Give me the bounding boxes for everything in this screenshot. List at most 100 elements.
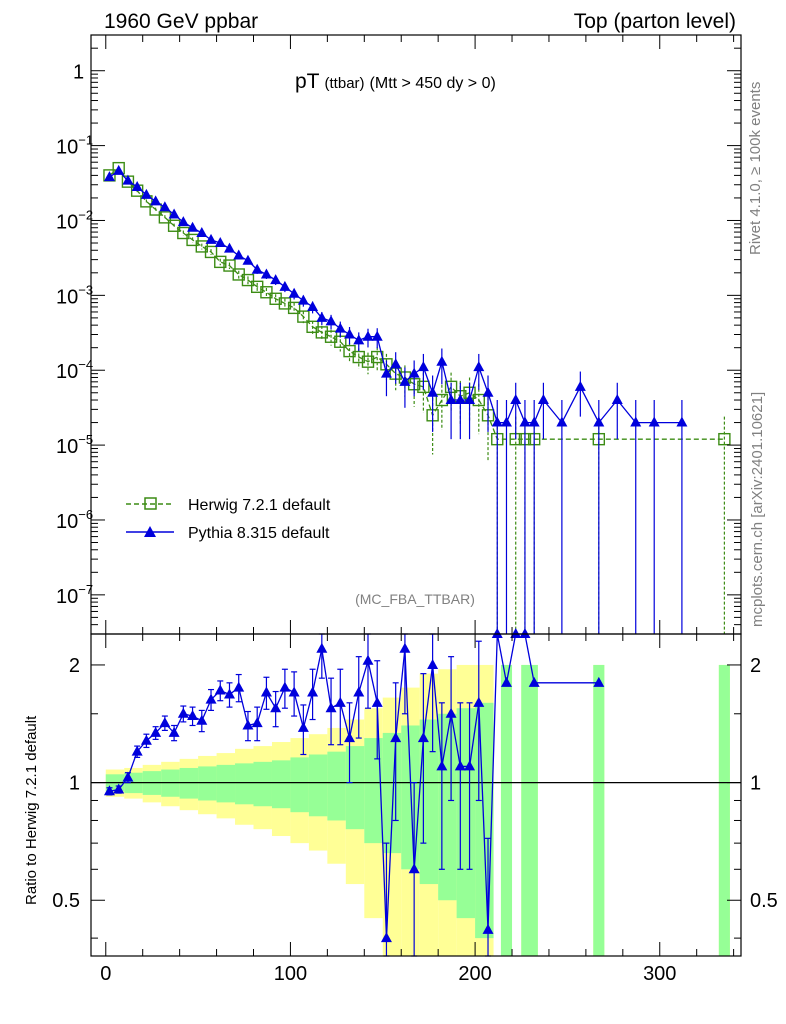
pythia-point-47 xyxy=(537,394,549,405)
herwig-point-11 xyxy=(204,245,218,259)
pythia-point-14 xyxy=(233,249,245,260)
rivet-version: Rivet 4.1.0, ≥ 100k events xyxy=(747,82,764,255)
ratio-pythia-point-14 xyxy=(233,681,245,692)
legend-pythia-label: Pythia 8.315 default xyxy=(188,525,330,542)
pythia-point-23 xyxy=(316,311,328,322)
green-band-21 xyxy=(500,664,513,956)
herwig-point-23 xyxy=(315,326,329,339)
herwig-line xyxy=(109,167,725,440)
pythia-point-2 xyxy=(122,174,134,185)
ratio-pythia-point-33 xyxy=(408,863,420,874)
ratio-pythia-point-3 xyxy=(131,745,143,756)
ratio-pythia-point-44 xyxy=(510,628,522,638)
pythia-point-24 xyxy=(325,315,337,326)
plot-title: pT (ttbar) (Mtt > 450 dy > 0) xyxy=(295,70,496,93)
pythia-point-49 xyxy=(574,380,586,391)
ratio-pythia-point-11 xyxy=(205,693,217,704)
herwig-point-40 xyxy=(472,393,485,407)
herwig-point-9 xyxy=(186,233,199,247)
ratio-pythia-point-25 xyxy=(334,696,346,707)
pythia-point-45 xyxy=(519,416,531,427)
pythia-point-25 xyxy=(334,322,346,333)
ratio-pythia-point-35 xyxy=(427,658,439,669)
ratio-pythia-point-36 xyxy=(436,760,448,771)
ratio-pythia-point-27 xyxy=(353,686,365,697)
pythia-point-42 xyxy=(491,416,503,427)
pythia-point-53 xyxy=(648,416,660,427)
green-band-10 xyxy=(290,757,309,813)
ratio-pythia-point-9 xyxy=(187,710,199,721)
header-right: Top (parton level) xyxy=(574,10,736,33)
pythia-point-8 xyxy=(177,216,189,227)
uncertainty-bands xyxy=(91,664,741,956)
green-band-8 xyxy=(253,761,272,807)
pythia-point-15 xyxy=(242,254,254,265)
ratio-pythia-point-32 xyxy=(399,642,411,653)
ratio-pythia-point-46 xyxy=(528,676,540,687)
mcplots-credit: mcplots.cern.ch [arXiv:2401.10621] xyxy=(749,392,766,627)
green-band-12 xyxy=(327,751,346,821)
pythia-point-29 xyxy=(371,330,383,341)
pythia-point-46 xyxy=(528,416,540,427)
green-band-5 xyxy=(198,766,217,801)
ratio-ytick-label-right-1: 1 xyxy=(750,773,761,795)
xtick-label-1: 100 xyxy=(274,963,307,985)
legend-herwig-label: Herwig 7.2.1 default xyxy=(188,497,331,514)
ratio-pythia-point-42 xyxy=(491,628,503,638)
title-main: pT xyxy=(295,70,320,93)
green-band-14 xyxy=(364,738,383,844)
ratio-pythia-point-34 xyxy=(417,732,429,743)
legend-pythia-marker xyxy=(144,526,156,537)
main-panel-frame xyxy=(90,34,742,635)
main-panel-series xyxy=(103,161,731,634)
ratio-pythia-point-18 xyxy=(270,702,282,713)
ratio-pythia-point-15 xyxy=(242,719,254,730)
herwig-point-27 xyxy=(352,350,365,364)
main-ytick-label-1: 10−1 xyxy=(56,133,93,159)
main-ytick-label-0: 1 xyxy=(73,62,84,84)
herwig-point-28 xyxy=(361,355,375,368)
green-band-15 xyxy=(382,732,402,854)
pythia-point-43 xyxy=(500,416,512,427)
pythia-point-10 xyxy=(196,227,208,238)
herwig-point-18 xyxy=(269,292,282,305)
green-band-11 xyxy=(308,754,328,817)
green-band-6 xyxy=(216,764,236,803)
ratio-pythia-point-4 xyxy=(140,734,152,745)
green-band-18 xyxy=(438,713,457,901)
ratio-ytick-label-right-2: 2 xyxy=(750,655,761,677)
ratio-pythia-point-5 xyxy=(150,726,162,737)
green-band-16 xyxy=(401,725,420,870)
herwig-point-17 xyxy=(260,286,273,299)
pythia-point-16 xyxy=(251,263,263,274)
ratio-ytick-label-left-0: 0.5 xyxy=(52,890,80,912)
pythia-point-22 xyxy=(307,300,319,311)
pythia-point-44 xyxy=(510,394,522,405)
pythia-point-21 xyxy=(297,294,309,305)
pythia-point-32 xyxy=(399,375,411,386)
pythia-point-0 xyxy=(103,171,115,182)
herwig-point-12 xyxy=(214,255,227,269)
ratio-pythia-point-6 xyxy=(159,717,171,728)
pythia-point-4 xyxy=(140,188,152,199)
pythia-point-36 xyxy=(436,355,448,366)
pythia-point-26 xyxy=(344,328,356,339)
ratio-pythia-point-30 xyxy=(380,932,392,943)
pythia-point-7 xyxy=(168,208,180,219)
green-band-22 xyxy=(521,664,538,956)
ratio-pythia-point-22 xyxy=(307,686,319,697)
pythia-point-11 xyxy=(205,233,217,244)
main-ytick-label-5: 10−5 xyxy=(56,432,93,458)
title-sub: (ttbar) xyxy=(325,75,365,92)
ratio-pythia-point-21 xyxy=(297,721,309,732)
herwig-point-8 xyxy=(177,226,190,240)
ratio-pythia-point-7 xyxy=(168,726,180,737)
ratio-pythia-point-43 xyxy=(500,676,512,687)
ratio-pythia-point-45 xyxy=(519,628,531,638)
title-cut: (Mtt > 450 dy > 0) xyxy=(370,75,496,92)
xtick-label-3: 300 xyxy=(643,963,676,985)
green-band-7 xyxy=(235,763,254,805)
pythia-point-37 xyxy=(445,394,457,405)
herwig-point-36 xyxy=(435,393,449,407)
